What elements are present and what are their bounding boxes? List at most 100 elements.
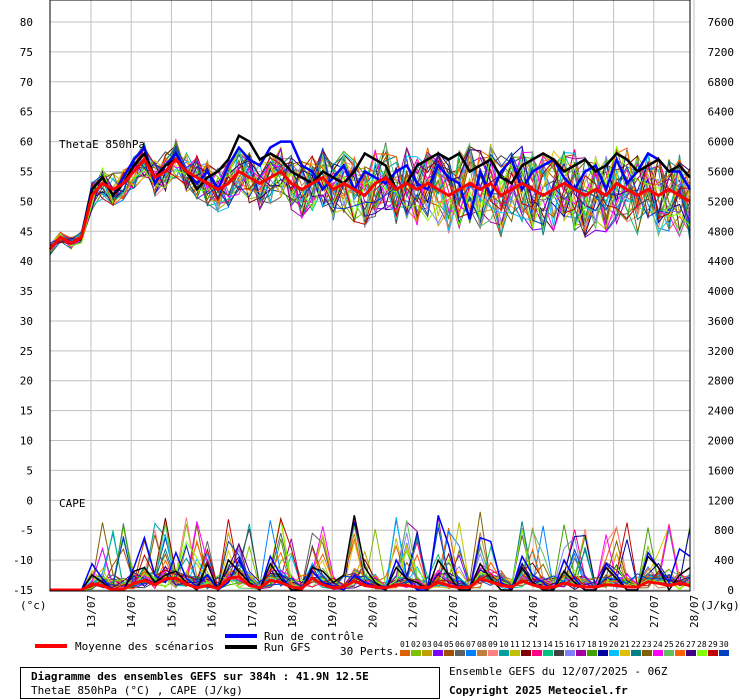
pert-swatch (554, 650, 564, 656)
x-tick-label: 13/07 (85, 595, 98, 628)
y-left-tick: 45 (20, 225, 33, 238)
theta-mean-line (48, 156, 691, 251)
pert-number: 23 (642, 640, 652, 649)
y-left-tick: 55 (20, 165, 33, 178)
y-right-tick: 4800 (708, 225, 735, 238)
y-right-tick: 0 (727, 584, 734, 597)
x-tick-label: 28/07 (688, 595, 701, 628)
pert-swatch (521, 650, 531, 656)
theta-member-line (49, 141, 691, 250)
theta-member-line (49, 149, 691, 250)
y-right-tick: 1200 (708, 494, 735, 507)
y-left-tick: -5 (20, 524, 33, 537)
pert-number: 14 (543, 640, 553, 649)
pert-number: 22 (631, 640, 641, 649)
pert-number: 19 (598, 640, 608, 649)
pert-number: 28 (697, 640, 707, 649)
y-left-tick: 5 (26, 464, 33, 477)
pert-swatch (433, 650, 443, 656)
pert-swatch (411, 650, 421, 656)
pert-number: 09 (488, 640, 498, 649)
pert-number: 04 (433, 640, 443, 649)
y-right-tick: 1600 (708, 464, 735, 477)
pert-swatch (488, 650, 498, 656)
theta-member-line (49, 142, 691, 249)
legend-perts-label: 30 Perts. (340, 645, 400, 658)
pert-number: 27 (686, 640, 696, 649)
pert-number: 16 (565, 640, 575, 649)
y-left-tick: 10 (20, 435, 33, 448)
plot-frame (49, 0, 691, 592)
pert-number: 10 (499, 640, 509, 649)
footer-title: Diagramme des ensembles GEFS sur 384h : … (31, 670, 369, 683)
footer-subtitle: ThetaE 850hPa (°C) , CAPE (J/kg) (31, 684, 243, 697)
pert-swatch (576, 650, 586, 656)
y-left-tick: -10 (13, 554, 33, 567)
y-right-tick: 4400 (708, 255, 735, 268)
y-left-tick: 35 (20, 285, 33, 298)
ensemble-chart: 80757065605550454035302520151050-5-10-15… (13, 0, 740, 658)
pert-number: 06 (455, 640, 465, 649)
pert-swatch (477, 650, 487, 656)
y-right-tick: 3600 (708, 315, 735, 328)
pert-number: 15 (554, 640, 564, 649)
pert-swatch (609, 650, 619, 656)
pert-number: 29 (708, 640, 718, 649)
y-right-tick: 5600 (708, 165, 735, 178)
y-left-tick: 65 (20, 106, 33, 119)
y-right-tick: 4000 (708, 285, 735, 298)
main-series (48, 133, 692, 593)
pert-number: 05 (444, 640, 454, 649)
y-left-unit: (°c) (20, 599, 47, 612)
legend-gfs-label: Run GFS (264, 641, 310, 654)
x-tick-label: 15/07 (165, 595, 178, 628)
pert-number: 24 (653, 640, 663, 649)
x-tick-label: 21/07 (407, 595, 420, 628)
y-right-tick: 3200 (708, 345, 735, 358)
y-left-tick: 0 (26, 494, 33, 507)
theta-member-line (49, 147, 691, 252)
theta-member-line (49, 150, 691, 250)
perts-legend: 01 02 03 04 05 06 07 08 09 10 11 12 13 14 15 16 17 18 19 20… (400, 640, 729, 656)
pert-swatch (400, 650, 410, 656)
pert-number: 21 (620, 640, 630, 649)
y-axis-right: 7600720068006400600056005200480044004000… (708, 16, 735, 597)
pert-number: 18 (587, 640, 597, 649)
y-left-tick: 30 (20, 315, 33, 328)
pert-swatch (675, 650, 685, 656)
y-right-unit: (J/kg) (700, 599, 740, 612)
pert-swatch (598, 650, 608, 656)
x-tick-label: 22/07 (447, 595, 460, 628)
pert-swatch (499, 650, 509, 656)
y-left-tick: 25 (20, 345, 33, 358)
y-left-tick: 20 (20, 375, 33, 388)
y-left-tick: 70 (20, 76, 33, 89)
pert-number: 13 (532, 640, 542, 649)
pert-swatch (653, 650, 663, 656)
pert-number: 01 (400, 640, 410, 649)
y-right-tick: 800 (714, 524, 734, 537)
pert-swatch (620, 650, 630, 656)
theta-member-line (49, 145, 691, 253)
x-tick-label: 24/07 (527, 595, 540, 628)
y-right-tick: 7200 (708, 46, 735, 59)
pert-swatch (466, 650, 476, 656)
pert-swatch (532, 650, 542, 656)
pert-number: 26 (675, 640, 685, 649)
x-axis: 13/07 14/07 15/07 16/07 17/07 18/07 19/07 20/07… (85, 595, 701, 628)
chart-grid (50, 0, 695, 591)
pert-swatch (686, 650, 696, 656)
pert-number: 25 (664, 640, 674, 649)
y-right-tick: 6000 (708, 136, 735, 149)
pert-swatch (664, 650, 674, 656)
copyright: Copyright 2025 Meteociel.fr (449, 684, 628, 697)
y-right-tick: 6800 (708, 76, 735, 89)
pert-swatch (444, 650, 454, 656)
y-right-tick: 2000 (708, 435, 735, 448)
theta-member-line (49, 146, 691, 244)
legend-control-label: Run de contrôle (264, 630, 363, 643)
pert-number: 17 (576, 640, 586, 649)
cape-mean-line (50, 574, 691, 592)
theta-control-line (49, 140, 692, 251)
